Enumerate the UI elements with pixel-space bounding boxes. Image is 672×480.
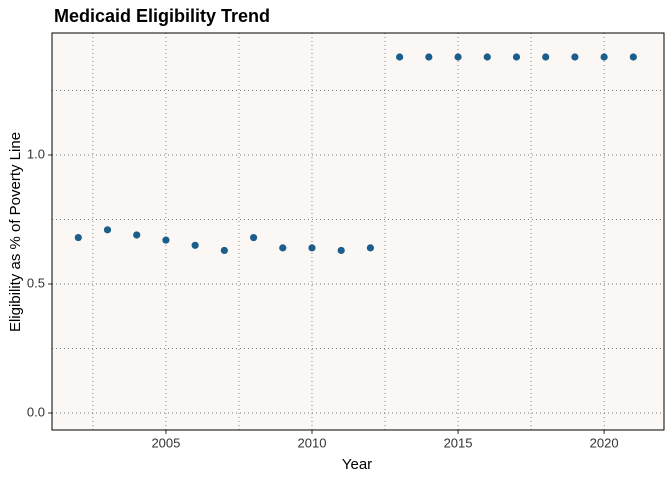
point: [571, 53, 579, 61]
point: [103, 226, 112, 234]
point: [629, 53, 637, 61]
point: [74, 233, 82, 242]
point: [249, 233, 258, 242]
point: [542, 53, 550, 61]
point: [279, 244, 287, 252]
point: [454, 53, 462, 61]
point: [425, 53, 433, 61]
y-tick-label: 0.5: [27, 275, 45, 290]
point: [162, 236, 170, 244]
x-tick-label: 2020: [590, 435, 619, 450]
point: [396, 53, 404, 61]
point: [600, 53, 608, 61]
y-tick-label: 1.0: [27, 146, 45, 161]
panel: [52, 33, 664, 430]
x-tick-label: 2005: [151, 435, 180, 450]
point: [483, 53, 491, 61]
chart-title: Medicaid Eligibility Trend: [54, 6, 270, 26]
point: [191, 241, 199, 249]
y-axis-label: Eligibility as % of Poverty Line: [7, 132, 24, 332]
point: [308, 244, 316, 252]
x-tick-label: 2015: [444, 435, 473, 450]
point: [512, 53, 521, 61]
point: [133, 231, 141, 239]
point: [366, 244, 375, 252]
x-tick-label: 2010: [298, 435, 327, 450]
panel-border: [51, 32, 665, 431]
y-tick-label: 0.0: [27, 404, 45, 419]
x-axis-label: Year: [342, 456, 372, 473]
point: [337, 246, 345, 255]
point: [220, 246, 228, 255]
